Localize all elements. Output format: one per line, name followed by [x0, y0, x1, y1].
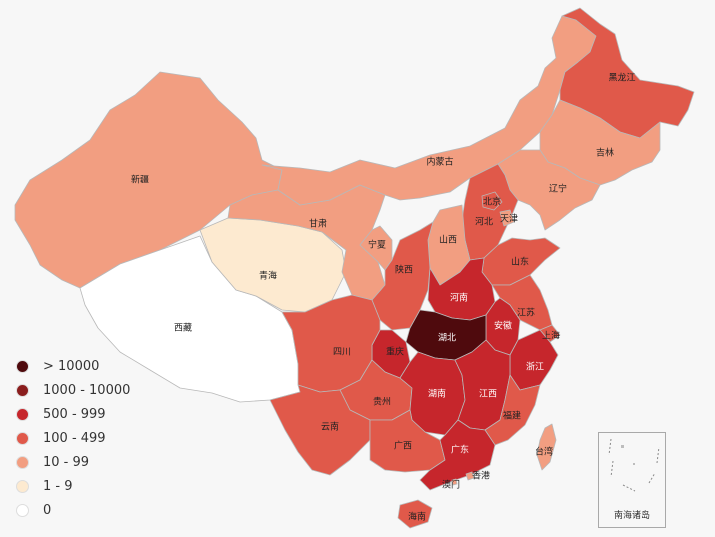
legend-label: > 10000	[43, 358, 100, 374]
label-hubei: 湖北	[438, 333, 456, 344]
label-zhejiang: 浙江	[526, 361, 544, 373]
legend-label: 1000 - 10000	[43, 382, 131, 398]
province-tianjin[interactable]	[499, 209, 515, 227]
label-fujian: 福建	[503, 410, 521, 422]
legend-swatch	[16, 503, 29, 517]
legend-item[interactable]: 0	[16, 498, 130, 522]
legend-swatch	[16, 407, 29, 421]
label-shandong: 山东	[511, 256, 529, 268]
legend: > 10000 1000 - 10000 500 - 999 100 - 499…	[16, 354, 130, 522]
label-neimenggu: 内蒙古	[426, 156, 453, 168]
legend-swatch	[16, 383, 29, 397]
label-jiangsu: 江苏	[517, 307, 535, 319]
label-shaanxi: 陕西	[395, 264, 413, 276]
province-beijing[interactable]	[481, 191, 503, 211]
legend-label: 500 - 999	[43, 406, 106, 422]
label-sichuan: 四川	[333, 348, 351, 358]
province-fujian[interactable]	[484, 374, 541, 446]
label-henan: 河南	[450, 292, 468, 304]
legend-label: 0	[43, 502, 52, 518]
label-anhui: 安徽	[494, 320, 512, 332]
label-beijing: 北京	[483, 196, 501, 208]
label-hebei: 河北	[475, 216, 493, 228]
label-guangxi: 广西	[394, 440, 412, 452]
province-taiwan[interactable]	[536, 423, 557, 471]
province-aomen[interactable]	[451, 478, 458, 486]
province-hainan[interactable]	[397, 499, 433, 529]
legend-swatch	[16, 431, 29, 445]
legend-swatch	[16, 359, 29, 373]
label-guangdong: 广东	[451, 444, 469, 456]
label-tianjin: 天津	[500, 214, 518, 225]
south-china-sea-inset: 南海诸岛	[598, 432, 666, 528]
label-jiangxi: 江西	[479, 389, 497, 400]
legend-item[interactable]: 1000 - 10000	[16, 378, 130, 402]
legend-label: 1 - 9	[43, 478, 73, 494]
label-taiwan: 台湾	[535, 446, 553, 458]
label-hunan: 湖南	[428, 388, 446, 400]
legend-item[interactable]: 500 - 999	[16, 402, 130, 426]
province-sichuan[interactable]	[281, 294, 381, 393]
inset-label: 南海诸岛	[613, 511, 650, 521]
legend-item[interactable]: > 10000	[16, 354, 130, 378]
province-guangdong[interactable]	[419, 419, 496, 491]
label-chongqing: 重庆	[386, 346, 404, 358]
label-shanghai: 上海	[542, 330, 560, 342]
legend-item[interactable]: 100 - 499	[16, 426, 130, 450]
province-jilin[interactable]	[539, 99, 661, 186]
legend-item[interactable]: 1 - 9	[16, 474, 130, 498]
legend-label: 10 - 99	[43, 454, 90, 470]
label-guizhou: 贵州	[373, 396, 391, 408]
label-shanxi: 山西	[439, 235, 457, 246]
label-liaoning: 辽宁	[549, 183, 567, 195]
label-heilongjiang: 黑龙江	[608, 72, 635, 84]
legend-item[interactable]: 10 - 99	[16, 450, 130, 474]
label-hainan: 海南	[408, 511, 426, 523]
label-xizang: 西藏	[174, 322, 192, 334]
label-xianggang: 香港	[472, 470, 490, 482]
legend-swatch	[16, 455, 29, 469]
province-xianggang[interactable]	[465, 471, 475, 481]
label-yunnan: 云南	[321, 421, 339, 433]
label-jilin: 吉林	[596, 147, 614, 159]
inset-islands	[608, 438, 660, 492]
label-ningxia: 宁夏	[368, 239, 386, 251]
legend-label: 100 - 499	[43, 430, 106, 446]
label-qinghai: 青海	[259, 270, 277, 282]
label-xinjiang: 新疆	[131, 174, 149, 186]
label-gansu: 甘肃	[309, 218, 327, 230]
label-aomen: 澳门	[442, 479, 460, 491]
legend-swatch	[16, 479, 29, 493]
